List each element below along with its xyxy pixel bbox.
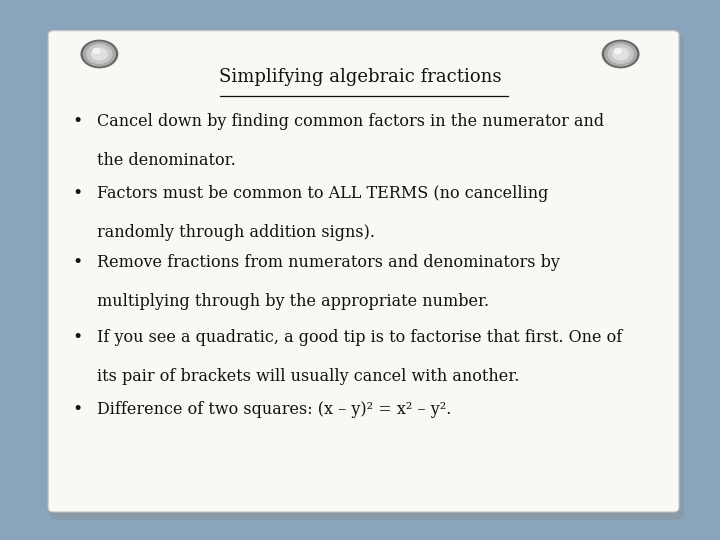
Text: Remove fractions from numerators and denominators by: Remove fractions from numerators and den…	[97, 254, 560, 271]
Text: •: •	[73, 113, 83, 130]
Text: randomly through addition signs).: randomly through addition signs).	[97, 224, 375, 240]
Text: •: •	[73, 329, 83, 346]
Text: the denominator.: the denominator.	[97, 152, 236, 169]
Text: Simplifying algebraic fractions: Simplifying algebraic fractions	[219, 68, 501, 85]
Circle shape	[614, 49, 621, 53]
Text: •: •	[73, 254, 83, 271]
Text: •: •	[73, 401, 83, 417]
Text: Difference of two squares: (x – y)² = x² – y².: Difference of two squares: (x – y)² = x²…	[97, 401, 451, 417]
Circle shape	[605, 42, 636, 66]
Circle shape	[81, 40, 117, 68]
Circle shape	[93, 49, 100, 53]
Text: Factors must be common to ALL TERMS (no cancelling: Factors must be common to ALL TERMS (no …	[97, 185, 549, 201]
FancyBboxPatch shape	[48, 31, 679, 512]
Text: its pair of brackets will usually cancel with another.: its pair of brackets will usually cancel…	[97, 368, 520, 385]
Circle shape	[91, 48, 107, 60]
Text: •: •	[73, 185, 83, 201]
Circle shape	[84, 42, 115, 66]
Circle shape	[603, 40, 639, 68]
Circle shape	[608, 45, 633, 63]
Circle shape	[87, 45, 112, 63]
Circle shape	[613, 48, 629, 60]
Text: multiplying through by the appropriate number.: multiplying through by the appropriate n…	[97, 293, 490, 309]
Text: If you see a quadratic, a good tip is to factorise that first. One of: If you see a quadratic, a good tip is to…	[97, 329, 623, 346]
Text: Cancel down by finding common factors in the numerator and: Cancel down by finding common factors in…	[97, 113, 604, 130]
FancyBboxPatch shape	[50, 36, 684, 519]
